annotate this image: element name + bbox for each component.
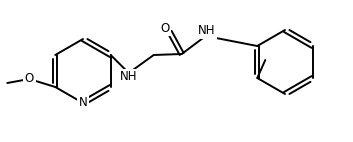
Text: NH: NH [120,70,137,83]
Text: O: O [160,21,169,35]
Text: O: O [25,73,34,85]
Text: NH: NH [198,25,215,37]
Text: N: N [79,97,88,109]
